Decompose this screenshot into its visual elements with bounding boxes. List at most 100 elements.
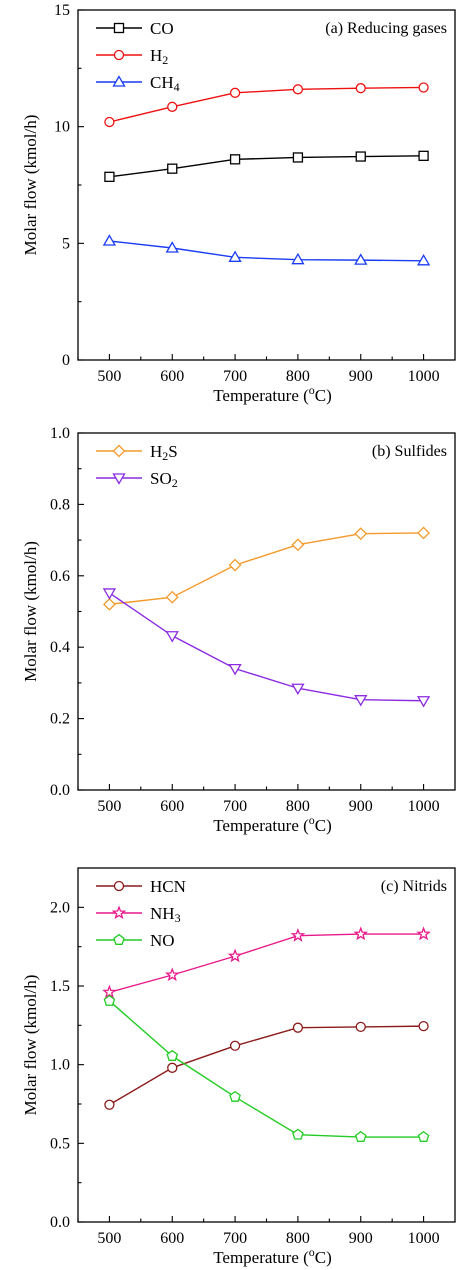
data-point (354, 527, 368, 541)
series-line (109, 1025, 424, 1106)
y-tick-label: 5 (62, 235, 70, 252)
data-point (416, 254, 431, 266)
chart-panel-2: 0.0 0.2 0.4 0.6 0.8 1.0 500 600 700 800 900 1000 Tem… (21, 425, 456, 835)
y-tick-label: 15 (54, 2, 70, 19)
x-tick-label: 600 (160, 798, 184, 815)
y-tick-label: 0 (62, 352, 70, 369)
plot-frame (77, 432, 456, 791)
chart-panel-3: 0.0 0.5 1.0 1.5 2.0 500 600 700 800 900 1000 Temper… (21, 867, 456, 1267)
data-point (416, 926, 431, 941)
series-no (103, 994, 430, 1142)
data-point (353, 926, 369, 941)
series-line (109, 155, 424, 178)
legend-entry: NH3 (96, 904, 181, 925)
x-tick-label: 600 (160, 368, 184, 385)
legend-entry: CH4 (96, 73, 180, 94)
data-point (418, 1020, 429, 1032)
legend-entry: NO (96, 931, 175, 950)
data-point (229, 154, 241, 165)
x-tick-label: 800 (286, 368, 310, 385)
data-point (292, 84, 304, 95)
series-line (109, 592, 424, 702)
series-line (108, 1000, 424, 1138)
series-so (102, 588, 431, 708)
data-point (104, 171, 115, 182)
x-tick-label: 1000 (408, 798, 440, 815)
x-tick-label: 800 (286, 798, 310, 815)
y-tick-label: 0.2 (50, 711, 70, 728)
x-tick-label: 500 (97, 1230, 121, 1247)
legend-marker (112, 473, 126, 485)
data-point (355, 83, 366, 94)
legend-entry: H2 (96, 46, 168, 67)
legend-entry: HCN (96, 877, 186, 896)
series-co (104, 150, 429, 182)
chart-panel-1: 0 5 10 15 500 600 700 800 900 1000 Temperature (oC… (21, 2, 456, 405)
data-point (227, 948, 243, 963)
data-point (167, 163, 178, 174)
legend-label: H2S (150, 442, 178, 463)
legend-label: HCN (150, 877, 186, 896)
x-tick-label: 900 (349, 1230, 373, 1247)
data-point (102, 984, 117, 999)
y-tick-label: 1.0 (50, 425, 70, 442)
x-tick-label: 700 (223, 1230, 247, 1247)
x-tick-label: 700 (223, 798, 247, 815)
legend-label: NO (150, 931, 175, 950)
x-tick-label: 500 (97, 368, 121, 385)
data-point (102, 588, 117, 600)
data-point (418, 82, 429, 93)
data-point (228, 663, 242, 676)
data-point (291, 538, 305, 552)
data-point (292, 152, 304, 163)
series-hcn (104, 1020, 429, 1110)
data-point (290, 927, 306, 942)
panel-title: (a) Reducing gases (325, 20, 447, 37)
data-point (416, 696, 431, 708)
series-line (109, 532, 424, 606)
x-tick-label: 600 (160, 1230, 184, 1247)
x-axis-label: Temperature (oC) (213, 383, 332, 405)
legend-label: NH3 (150, 904, 181, 925)
data-point (354, 695, 368, 707)
x-tick-label: 1000 (408, 1230, 440, 1247)
legend-label: SO2 (150, 469, 178, 490)
y-axis-label: Molar flow (kmol/h) (21, 541, 40, 682)
y-axis-label: Molar flow (kmol/h) (21, 115, 40, 256)
y-tick-label: 0.4 (50, 639, 70, 656)
x-tick-label: 900 (349, 798, 373, 815)
legend-marker (113, 933, 125, 945)
data-point (229, 1090, 241, 1102)
y-tick-label: 0.0 (50, 782, 70, 799)
y-tick-label: 2.0 (50, 899, 70, 916)
series-h (104, 82, 429, 128)
data-point (228, 558, 242, 572)
x-tick-label: 1000 (408, 368, 440, 385)
data-point (417, 1130, 430, 1142)
panel-title: (b) Sulfides (372, 443, 447, 460)
series-line (109, 933, 424, 993)
data-point (102, 597, 116, 611)
data-point (355, 1021, 366, 1033)
data-point (354, 253, 368, 265)
data-point (103, 994, 116, 1006)
legend-marker (113, 22, 125, 34)
legend-entry: CO (96, 19, 174, 38)
data-point (292, 1128, 304, 1140)
y-tick-label: 10 (54, 119, 70, 136)
x-tick-label: 900 (349, 368, 373, 385)
series-h (102, 526, 431, 611)
legend-marker (112, 444, 126, 458)
y-tick-label: 0.8 (50, 496, 70, 513)
x-axis-label: Temperature (oC) (213, 813, 332, 835)
data-point (165, 631, 179, 643)
legend-marker (112, 75, 126, 87)
panel-title: (c) Nitrids (381, 878, 447, 895)
legend-label: CO (150, 19, 174, 38)
legend-label: CH4 (150, 73, 180, 94)
y-tick-label: 0.6 (50, 568, 70, 585)
legend-entry: SO2 (96, 469, 178, 490)
legend-label: H2 (150, 46, 168, 67)
